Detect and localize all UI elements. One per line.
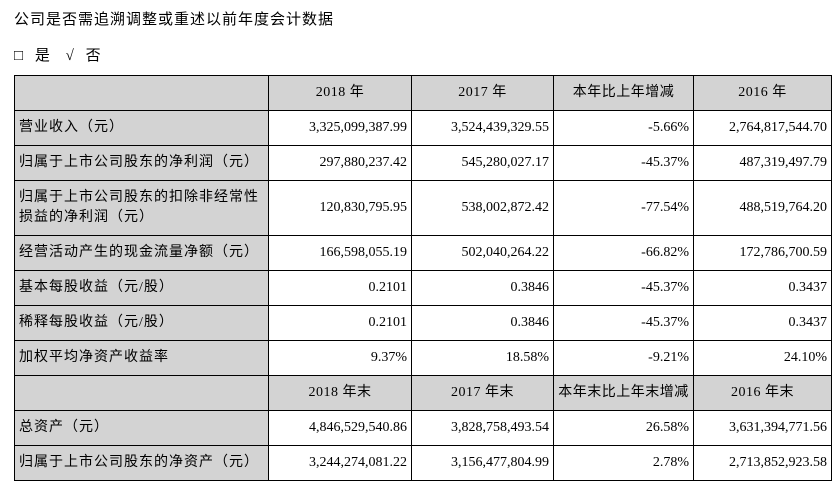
value-cell: 0.2101: [268, 270, 412, 306]
value-cell: 487,319,497.79: [693, 145, 832, 181]
header-corner-cell: [14, 375, 269, 411]
value-cell: 172,786,700.59: [693, 235, 832, 271]
row-label-cell: 营业收入（元）: [14, 110, 269, 146]
value-cell: 2,713,852,923.58: [693, 445, 832, 481]
column-header-cell: 2017 年末: [411, 375, 554, 411]
value-cell: 3,524,439,329.55: [411, 110, 554, 146]
value-cell: 3,244,274,081.22: [268, 445, 412, 481]
value-cell: 0.2101: [268, 305, 412, 341]
value-cell: -9.21%: [553, 340, 694, 376]
column-header-cell: 本年末比上年末增减: [553, 375, 694, 411]
value-cell: 120,830,795.95: [268, 180, 412, 236]
value-cell: 3,631,394,771.56: [693, 410, 832, 446]
row-label-cell: 归属于上市公司股东的扣除非经常性损益的净利润（元）: [14, 180, 269, 236]
table-row: 归属于上市公司股东的净利润（元） 297,880,237.42 545,280,02…: [14, 145, 832, 181]
table-row: 归属于上市公司股东的扣除非经常性损益的净利润（元） 120,830,795.95 5…: [14, 180, 832, 236]
value-cell: 488,519,764.20: [693, 180, 832, 236]
column-header-cell: 2016 年末: [693, 375, 832, 411]
page-title: 公司是否需追溯调整或重述以前年度会计数据: [14, 12, 335, 28]
table-row: 总资产（元） 4,846,529,540.86 3,828,758,493.54 26…: [14, 410, 832, 446]
table-row: 营业收入（元） 3,325,099,387.99 3,524,439,329.55-…: [14, 110, 832, 146]
value-cell: -66.82%: [553, 235, 694, 271]
row-label-cell: 归属于上市公司股东的净利润（元）: [14, 145, 269, 181]
value-cell: 9.37%: [268, 340, 412, 376]
value-cell: 2.78%: [553, 445, 694, 481]
value-cell: 3,156,477,804.99: [411, 445, 554, 481]
table-row: 稀释每股收益（元/股） 0.2101 0.3846 -45.37% 0.3437: [14, 305, 832, 341]
value-cell: -45.37%: [553, 305, 694, 341]
value-cell: -45.37%: [553, 270, 694, 306]
value-cell: 3,828,758,493.54: [411, 410, 554, 446]
value-cell: 3,325,099,387.99: [268, 110, 412, 146]
checkmark-icon: √: [65, 48, 75, 64]
value-cell: 24.10%: [693, 340, 832, 376]
value-cell: 0.3437: [693, 270, 832, 306]
column-header-cell: 2018 年末: [268, 375, 412, 411]
financial-table: 2018 年 2017 年本年比上年增减 2016 年营业收入（元） 3,325,09…: [14, 75, 832, 481]
header-row: 2018 年末 2017 年末 本年末比上年末增减 2016 年末: [14, 375, 832, 411]
row-label-cell: 总资产（元）: [14, 410, 269, 446]
value-cell: 538,002,872.42: [411, 180, 554, 236]
column-header-cell: 2017 年: [411, 75, 554, 111]
column-header-cell: 本年比上年增减: [553, 75, 694, 111]
value-cell: 297,880,237.42: [268, 145, 412, 181]
value-cell: -5.66%: [553, 110, 694, 146]
table-row: 基本每股收益（元/股） 0.2101 0.3846 -45.37% 0.3437: [14, 270, 832, 306]
checkbox-unchecked-icon: □: [14, 48, 25, 64]
choice-yes-label: 是: [34, 48, 51, 64]
value-cell: 0.3846: [411, 270, 554, 306]
header-row: 2018 年 2017 年本年比上年增减 2016 年: [14, 75, 832, 111]
value-cell: 0.3437: [693, 305, 832, 341]
row-label-cell: 归属于上市公司股东的净资产（元）: [14, 445, 269, 481]
table-row: 经营活动产生的现金流量净额（元） 166,598,055.19 502,040,26…: [14, 235, 832, 271]
table-row: 加权平均净资产收益率 9.37% 18.58% -9.21% 24.10%: [14, 340, 832, 376]
value-cell: 545,280,027.17: [411, 145, 554, 181]
value-cell: 0.3846: [411, 305, 554, 341]
value-cell: 4,846,529,540.86: [268, 410, 412, 446]
restate-choice-line: □ 是 √ 否: [14, 44, 832, 65]
value-cell: -45.37%: [553, 145, 694, 181]
column-header-cell: 2016 年: [693, 75, 832, 111]
value-cell: 166,598,055.19: [268, 235, 412, 271]
column-header-cell: 2018 年: [268, 75, 412, 111]
row-label-cell: 加权平均净资产收益率: [14, 340, 269, 376]
value-cell: 18.58%: [411, 340, 554, 376]
value-cell: 502,040,264.22: [411, 235, 554, 271]
row-label-cell: 经营活动产生的现金流量净额（元）: [14, 235, 269, 271]
value-cell: 26.58%: [553, 410, 694, 446]
value-cell: 2,764,817,544.70: [693, 110, 832, 146]
financial-table-body: 2018 年 2017 年本年比上年增减 2016 年营业收入（元） 3,325,09…: [14, 75, 832, 481]
choice-no-label: 否: [85, 48, 102, 64]
value-cell: -77.54%: [553, 180, 694, 236]
row-label-cell: 基本每股收益（元/股）: [14, 270, 269, 306]
header-corner-cell: [14, 75, 269, 111]
table-row: 归属于上市公司股东的净资产（元） 3,244,274,081.22 3,156,47…: [14, 445, 832, 481]
row-label-cell: 稀释每股收益（元/股）: [14, 305, 269, 341]
